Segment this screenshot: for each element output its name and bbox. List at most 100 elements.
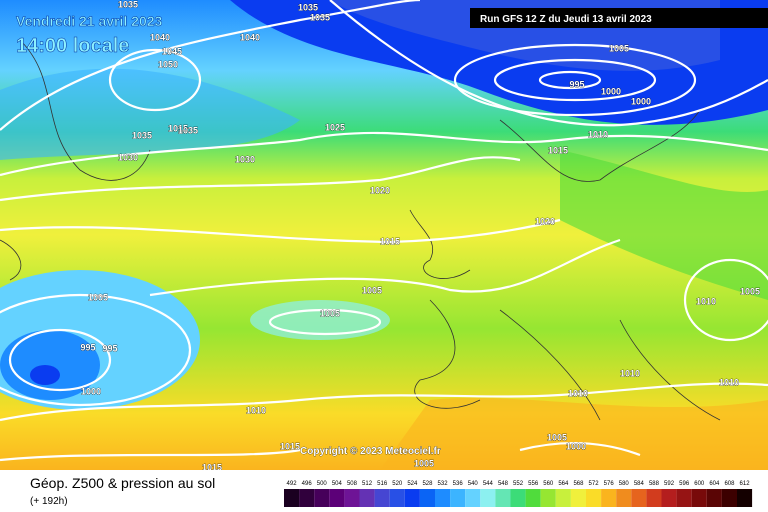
legend-label: 572 [589, 481, 600, 487]
coastlines [0, 39, 721, 421]
legend-label: 568 [573, 481, 584, 487]
legend-swatch [510, 489, 526, 507]
legend-label: 612 [740, 481, 751, 487]
isobar-label: 1015 [168, 123, 188, 133]
legend: 492 496 500 504 508 512 516 520 524 528 532 536 540 5… [284, 481, 753, 507]
legend-label: 532 [438, 481, 449, 487]
isobar-label: 1010 [696, 296, 716, 306]
isobar-label: 1005 [414, 458, 434, 468]
legend-label: 580 [619, 481, 630, 487]
legend-label: 520 [392, 481, 403, 487]
legend-swatch [691, 489, 707, 507]
legend-label: 516 [377, 481, 388, 487]
legend-label: 536 [453, 481, 464, 487]
legend-swatch [329, 489, 345, 507]
isobar-label: 1040 [150, 32, 170, 42]
legend-swatch [661, 489, 677, 507]
isobar-label: 1015 [380, 236, 400, 246]
cool-area [0, 68, 300, 160]
legend-swatch [601, 489, 617, 507]
legend-label: 588 [649, 481, 660, 487]
isobar-label: 1010 [620, 368, 640, 378]
legend-swatch [721, 489, 737, 507]
legend-swatch [737, 489, 753, 507]
isobar-label: 1015 [548, 145, 568, 155]
low-center [30, 365, 60, 385]
isobar-label: 1035 [178, 125, 198, 135]
legend-label: 492 [287, 481, 298, 487]
legend-swatch [646, 489, 662, 507]
legend-label: 560 [543, 481, 554, 487]
legend-label: 576 [604, 481, 615, 487]
isobars [0, 0, 768, 460]
legend-swatch [555, 489, 571, 507]
isobar-label: 1025 [325, 122, 345, 132]
valid-time: 14:00 locale [16, 35, 129, 57]
legend-label: 608 [724, 481, 735, 487]
legend-label: 512 [362, 481, 373, 487]
legend-label: 596 [679, 481, 690, 487]
legend-swatch [435, 489, 451, 507]
isobar-labels: 1035 103510351040104510501040103510151035… [80, 0, 760, 473]
copyright: Copyright © 2023 Meteociel.fr [300, 446, 441, 457]
isobar-label: 1030 [235, 154, 255, 164]
legend-swatch [495, 489, 511, 507]
legend-label: 496 [302, 481, 313, 487]
legend-swatch [284, 489, 300, 507]
product-title: Géop. Z500 & pression au sol [30, 475, 215, 491]
legend-swatch [419, 489, 435, 507]
isobar-label: 1015 [280, 441, 300, 451]
legend-swatch [706, 489, 722, 507]
legend-swatch [540, 489, 556, 507]
run-box [470, 8, 768, 28]
isobar-label: 1005 [740, 286, 760, 296]
valid-date: Vendredi 21 avril 2023 [16, 13, 163, 29]
legend-swatch [616, 489, 632, 507]
legend-label: 552 [513, 481, 524, 487]
isobar-label: 1020 [535, 216, 555, 226]
isobar-label: 1035 [132, 130, 152, 140]
isobar-label: 1005 [88, 292, 108, 302]
isobar-label: 1010 [246, 405, 266, 415]
legend-swatch [314, 489, 330, 507]
isobar-label: 1015 [202, 462, 222, 472]
legend-swatch [586, 489, 602, 507]
legend-swatch [465, 489, 481, 507]
isobar-label: 1035 [310, 12, 330, 22]
legend-swatch [344, 489, 360, 507]
isobar-label: 1040 [240, 32, 260, 42]
isobar-label: 1050 [158, 59, 178, 69]
isobar-label: 995 [80, 342, 95, 352]
legend-label: 524 [407, 481, 418, 487]
isobar-label: 1035 [298, 2, 318, 12]
isobar-label: 1005 [320, 308, 340, 318]
isobar-label: 995 [102, 343, 117, 353]
run-info: Run GFS 12 Z du Jeudi 13 avril 2023 [480, 14, 652, 25]
legend-swatch [404, 489, 420, 507]
warm-area [380, 397, 768, 470]
isobar-label: 1000 [81, 386, 101, 396]
lead-time: (+ 192h) [30, 496, 68, 507]
isobar-label: 1020 [370, 185, 390, 195]
legend-label: 592 [664, 481, 675, 487]
legend-label: 604 [709, 481, 720, 487]
legend-label: 544 [483, 481, 494, 487]
isobar-label: 1000 [631, 96, 651, 106]
legend-label: 564 [558, 481, 569, 487]
isobar-label: 1010 [719, 377, 739, 387]
legend-swatch [389, 489, 405, 507]
legend-swatch [570, 489, 586, 507]
legend-label: 528 [422, 481, 433, 487]
legend-swatch [299, 489, 315, 507]
isobar-label: 1030 [118, 152, 138, 162]
legend-label: 540 [468, 481, 479, 487]
isobar-label: 1010 [588, 129, 608, 139]
legend-label: 548 [498, 481, 509, 487]
legend-swatch [525, 489, 541, 507]
isobar-label: 1005 [547, 432, 567, 442]
legend-label: 500 [317, 481, 328, 487]
legend-swatch [359, 489, 375, 507]
isobar-label: 1005 [609, 43, 629, 53]
legend-label: 508 [347, 481, 358, 487]
